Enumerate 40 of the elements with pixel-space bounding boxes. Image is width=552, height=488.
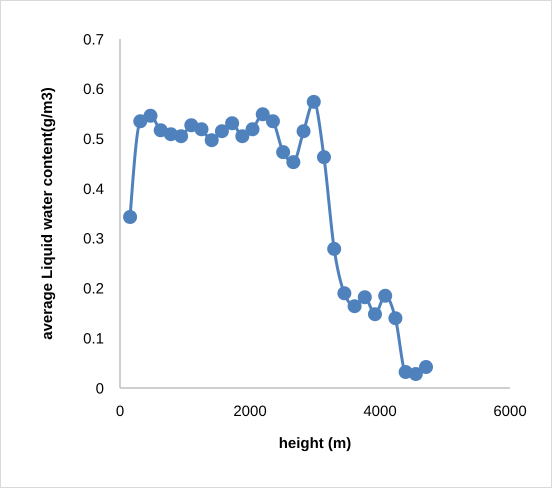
- y-tick-label: 0.7: [83, 31, 104, 48]
- point: [337, 286, 352, 300]
- point: [388, 311, 402, 326]
- x-tick-label: 4000: [363, 403, 397, 420]
- point: [306, 94, 321, 109]
- y-tick-label: 0.3: [83, 230, 104, 248]
- point: [194, 122, 209, 136]
- point: [316, 150, 331, 164]
- point: [378, 288, 392, 303]
- point: [266, 114, 280, 128]
- x-tick-label: 0: [116, 403, 124, 420]
- point: [174, 129, 188, 144]
- y-tick-label: 0.2: [83, 280, 104, 298]
- point: [327, 242, 342, 256]
- y-tick-label: 0.1: [83, 330, 104, 348]
- point: [419, 360, 434, 374]
- point: [296, 124, 311, 138]
- point: [143, 108, 158, 123]
- point: [246, 122, 260, 136]
- point: [133, 114, 148, 128]
- y-tick-label: 0.4: [83, 180, 104, 198]
- x-axis-title: height (m): [278, 435, 352, 452]
- y-tick-label: 0.5: [83, 130, 104, 148]
- point: [225, 116, 240, 130]
- point: [358, 290, 372, 304]
- point: [235, 129, 250, 144]
- point: [368, 307, 382, 322]
- x-tick-label: 6000: [493, 403, 527, 420]
- point: [408, 367, 423, 382]
- point: [123, 210, 138, 224]
- point: [256, 107, 270, 122]
- point: [276, 145, 290, 160]
- point: [204, 133, 219, 148]
- point: [348, 299, 362, 314]
- y-axis-title: average Liquid water content(g/m3): [39, 87, 56, 340]
- y-tick-label: 0: [96, 380, 104, 398]
- point: [214, 124, 229, 138]
- x-tick-label: 2000: [233, 403, 267, 420]
- y-tick-label: 0.6: [83, 81, 104, 98]
- point: [286, 155, 300, 170]
